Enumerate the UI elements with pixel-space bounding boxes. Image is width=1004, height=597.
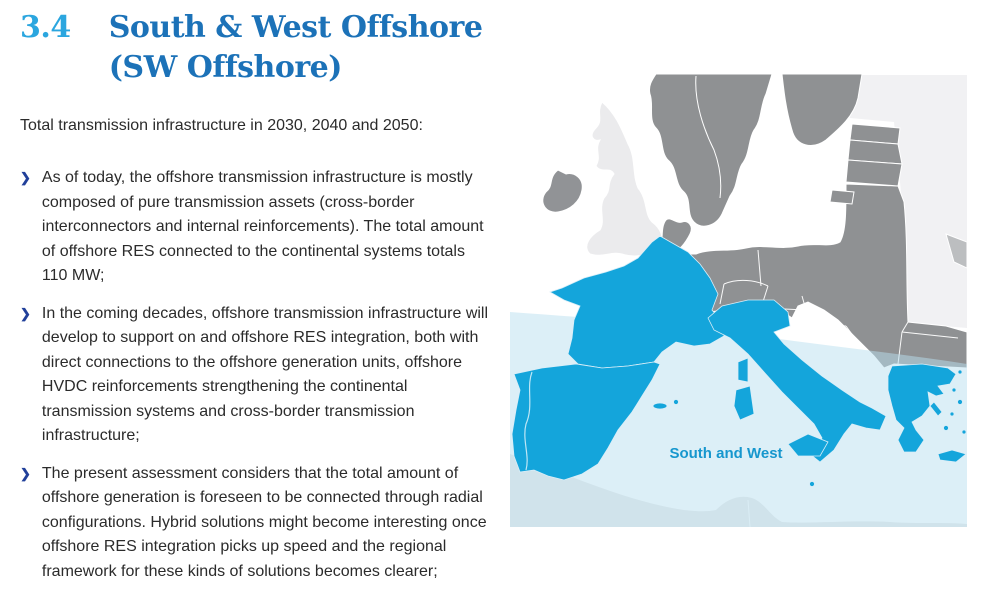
map-island-aegean xyxy=(957,369,963,375)
europe-map: South and West xyxy=(510,72,967,527)
map-country-greece xyxy=(887,363,957,453)
map-country-finland xyxy=(781,73,863,146)
map-land-east-light xyxy=(847,75,967,328)
bullet-text: As of today, the offshore transmission i… xyxy=(41,169,484,284)
chevron-bullet-icon: ❯ xyxy=(20,305,31,321)
map-country-france xyxy=(549,235,725,369)
map-island-crete xyxy=(937,449,967,463)
map-region-label: South and West xyxy=(669,445,782,462)
bullet-text: In the coming decades, offshore transmis… xyxy=(41,304,489,445)
map-island-aegean xyxy=(943,425,949,431)
map-island-sicily xyxy=(787,433,829,457)
map-island-aegean xyxy=(949,411,955,417)
text-column: 3.4 South & West Offshore (SW Offshore) … xyxy=(20,8,492,597)
map-region-kaliningrad xyxy=(829,189,855,205)
section-title: South & West Offshore (SW Offshore) xyxy=(108,10,483,85)
map-country-moldova xyxy=(945,233,967,269)
chevron-bullet-icon: ❯ xyxy=(20,170,31,185)
map-country-scandinavia xyxy=(649,73,773,227)
map-land-central-europe xyxy=(624,183,967,369)
intro-text: Total transmission infrastructure in 203… xyxy=(20,117,423,134)
map-border-portugal-spain xyxy=(524,371,533,471)
section-number: 3.4 xyxy=(20,10,71,45)
map-island-aegean xyxy=(957,399,963,405)
map-island-balearics xyxy=(652,402,668,410)
map-border-norway-sweden xyxy=(695,75,722,199)
map-country-uk xyxy=(586,101,663,257)
map-country-lithuania xyxy=(845,159,903,187)
map-country-iberia xyxy=(511,361,661,481)
map-island-balearics-small xyxy=(673,399,679,405)
map-island-rhodes xyxy=(961,429,967,435)
bullet-item: ❯ In the coming decades, offshore transm… xyxy=(20,302,492,449)
map-highlighted-countries xyxy=(511,235,967,487)
map-island-corsica xyxy=(737,357,749,383)
page-title: 3.4 South & West Offshore (SW Offshore) xyxy=(20,8,492,88)
map-country-borders xyxy=(653,249,959,365)
map-island-aegean xyxy=(951,387,957,393)
map-island-sardinia xyxy=(733,385,755,421)
map-country-italy xyxy=(707,299,887,463)
chevron-bullet-icon: ❯ xyxy=(20,465,31,481)
map-island-euboea xyxy=(929,401,943,417)
bullet-text: The present assessment considers that th… xyxy=(41,464,487,580)
bullet-list: ❯ As of today, the offshore transmission… xyxy=(20,166,492,584)
map-island-malta xyxy=(809,481,815,487)
bullet-item: ❯ As of today, the offshore transmission… xyxy=(20,166,492,289)
bullet-item: ❯ The present assessment considers that … xyxy=(20,462,492,585)
map-country-ireland xyxy=(542,169,583,213)
